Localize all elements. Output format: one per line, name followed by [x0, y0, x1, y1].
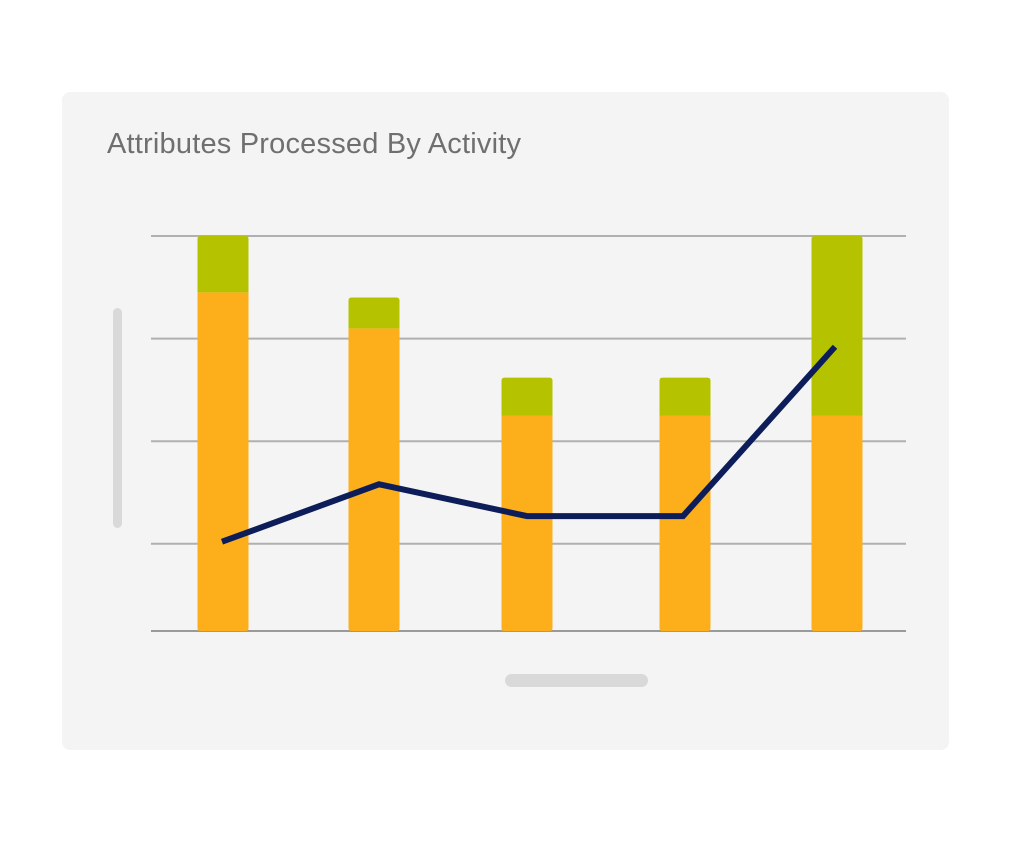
horizontal-scrollbar[interactable]	[505, 674, 648, 687]
bar-segment-bottom	[811, 415, 863, 631]
bar-stack	[659, 377, 711, 631]
trend-line	[220, 344, 838, 545]
bar-segment-top	[348, 297, 400, 329]
bar-stack	[811, 236, 863, 631]
bar-segment-bottom	[197, 292, 249, 631]
bar-stack	[348, 297, 400, 631]
bar-segment-bottom	[501, 415, 553, 631]
bar-segment-top	[811, 236, 863, 416]
bar-stack	[501, 377, 553, 631]
bar-segment-top	[659, 377, 711, 416]
bar-segment-bottom	[348, 328, 400, 631]
trend-line-layer	[220, 344, 838, 545]
bar-segment-top	[197, 236, 249, 293]
bars	[197, 236, 863, 631]
vertical-scrollbar[interactable]	[113, 308, 122, 528]
chart-title: Attributes Processed By Activity	[107, 128, 522, 160]
bar-segment-top	[501, 377, 553, 416]
bar-stack	[197, 236, 249, 631]
bar-segment-bottom	[659, 415, 711, 631]
